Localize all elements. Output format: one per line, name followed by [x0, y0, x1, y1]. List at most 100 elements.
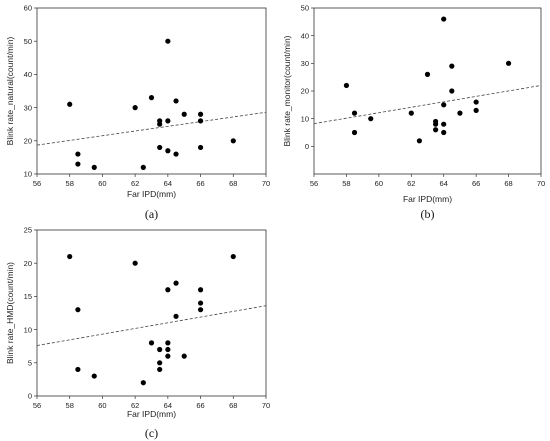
x-tick-label: 66: [472, 179, 480, 188]
x-tick-label: 70: [262, 179, 270, 188]
x-tick-label: 56: [33, 401, 41, 410]
data-point: [343, 82, 350, 89]
data-point: [441, 121, 447, 127]
plot-frame: [36, 7, 267, 175]
panel-label: (b): [421, 207, 435, 221]
x-tick-label: 56: [310, 179, 318, 188]
y-tick-label: 40: [24, 70, 32, 79]
data-point: [165, 353, 171, 359]
data-point: [449, 63, 455, 69]
data-point: [433, 127, 439, 133]
y-tick-label: 20: [24, 137, 32, 146]
x-tick-label: 68: [229, 179, 237, 188]
data-point: [197, 111, 204, 117]
data-point: [75, 366, 81, 373]
y-tick-label: 40: [301, 31, 309, 40]
data-point: [165, 287, 171, 293]
data-point: [351, 110, 358, 116]
y-tick-label: 20: [24, 259, 32, 268]
data-point: [67, 253, 73, 260]
data-point: [181, 111, 187, 117]
x-tick-label: 66: [196, 401, 204, 410]
y-tick-label: 15: [24, 292, 32, 301]
y-tick-label: 10: [301, 114, 309, 123]
y-tick-label: 30: [301, 59, 309, 68]
y-tick-label: 0: [305, 142, 309, 151]
x-tick-label: 58: [66, 401, 74, 410]
data-point: [140, 380, 146, 386]
y-tick-label: 5: [28, 359, 32, 368]
x-axis-label: Far IPD(mm): [127, 409, 176, 419]
data-point: [165, 38, 171, 44]
panel-label: (a): [145, 207, 158, 221]
data-point: [181, 353, 187, 359]
data-point: [197, 307, 204, 313]
data-point: [441, 129, 447, 136]
y-tick-label: 20: [301, 87, 309, 96]
chart-panel: 56 58 60 62 64 66 68 70 10 20 30 40 50 60 Far IPD(mm) B…: [5, 4, 270, 221]
data-point: [157, 366, 163, 373]
data-point: [173, 151, 179, 157]
data-point: [75, 151, 81, 157]
data-point: [157, 360, 163, 366]
x-tick-label: 68: [229, 401, 237, 410]
x-tick-label: 68: [504, 179, 512, 188]
data-point: [165, 118, 171, 124]
data-point: [424, 71, 431, 77]
data-point: [473, 99, 479, 105]
data-point: [148, 95, 155, 101]
x-tick-label: 62: [131, 401, 139, 410]
data-point: [441, 16, 447, 22]
y-axis-label: Blink rate_natural(count/min): [5, 37, 15, 146]
data-point: [91, 373, 97, 379]
x-tick-label: 58: [66, 179, 74, 188]
data-point: [173, 313, 179, 319]
data-point: [433, 121, 439, 127]
y-tick-label: 60: [24, 4, 32, 13]
data-point: [173, 280, 179, 286]
x-tick-label: 62: [131, 179, 139, 188]
y-tick-label: 10: [24, 170, 32, 179]
data-point: [148, 340, 155, 346]
data-point: [457, 110, 463, 116]
trend-line: [313, 85, 542, 125]
data-point: [197, 300, 204, 306]
chart-panel: 56 58 60 62 64 66 68 70 0 10 20 30 40 50 Far IPD(mm) Bl…: [282, 4, 545, 221]
y-tick-label: 30: [24, 103, 32, 112]
data-point: [416, 138, 422, 144]
x-tick-label: 60: [375, 179, 383, 188]
x-tick-label: 58: [342, 179, 350, 188]
data-point: [91, 164, 97, 170]
x-tick-label: 64: [164, 401, 172, 410]
y-axis-label: Blink rate_monitor(count/min): [282, 35, 292, 146]
data-point: [197, 118, 204, 124]
x-tick-label: 62: [407, 179, 415, 188]
data-point: [230, 253, 236, 260]
data-point: [165, 346, 171, 353]
x-axis-label: Far IPD(mm): [403, 194, 452, 204]
data-point: [441, 102, 447, 108]
data-point: [157, 346, 163, 353]
x-tick-label: 70: [537, 179, 545, 188]
chart-panel: 56 58 60 62 64 66 68 70 0 5 10 15 20 25 Far IPD(mm) Bli…: [5, 226, 270, 440]
panel-label: (c): [145, 426, 158, 440]
trend-line: [36, 111, 267, 146]
data-point: [165, 148, 171, 154]
x-tick-label: 56: [33, 179, 41, 188]
x-tick-label: 64: [440, 179, 448, 188]
trend-line: [36, 305, 267, 346]
y-tick-label: 50: [301, 4, 309, 13]
data-point: [505, 60, 512, 66]
data-point: [157, 121, 163, 127]
data-point: [132, 260, 138, 266]
data-point: [351, 129, 358, 136]
data-point: [132, 105, 138, 111]
data-point: [230, 138, 236, 144]
x-axis-label: Far IPD(mm): [127, 189, 176, 199]
x-tick-label: 70: [262, 401, 270, 410]
data-point: [157, 144, 163, 151]
data-point: [368, 116, 374, 122]
data-point: [165, 340, 171, 346]
data-point: [173, 98, 179, 104]
